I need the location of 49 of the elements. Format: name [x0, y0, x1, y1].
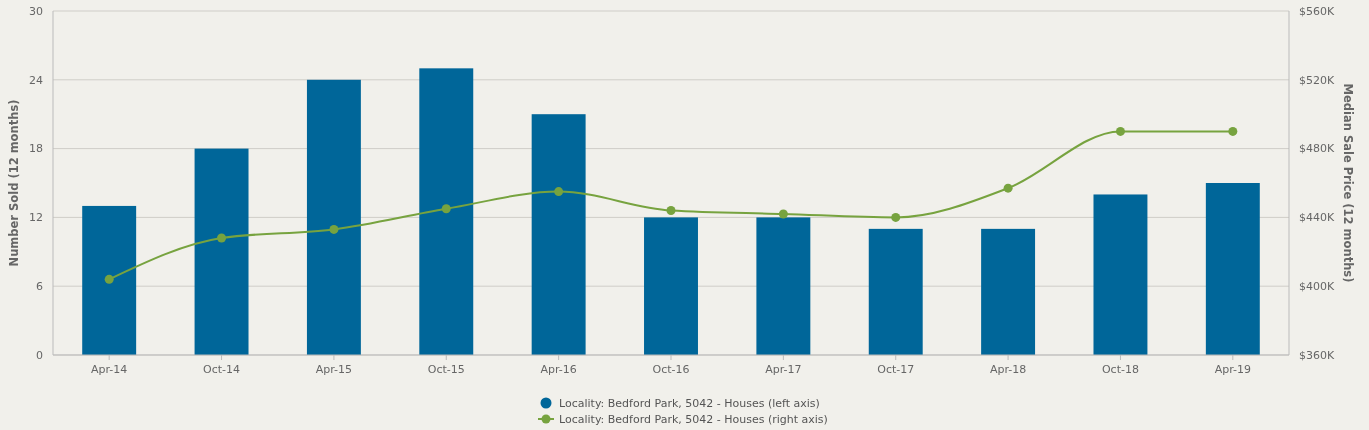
y2-tick-label: $520K: [1299, 73, 1335, 87]
x-tick-label: Apr-18: [989, 363, 1027, 376]
bar: [1205, 183, 1260, 355]
legend-label: Locality: Bedford Park, 5042 - Houses (left axis): [559, 396, 820, 410]
x-tick-label: Apr-15: [315, 363, 353, 376]
bar: [531, 114, 586, 355]
x-tick-label: Oct-18: [1101, 363, 1139, 376]
point: [441, 204, 451, 214]
y2-tick-label: $560K: [1299, 4, 1335, 18]
x-tick-label: Apr-19: [1214, 363, 1251, 376]
y-tick-label: 0: [36, 348, 43, 362]
bar: [868, 228, 923, 355]
bar: [756, 217, 811, 355]
point: [666, 206, 676, 216]
y2-tick-label: $440K: [1299, 211, 1335, 225]
y2-tick-label: $480K: [1299, 142, 1335, 156]
x-tick-label: Apr-14: [91, 363, 128, 376]
bar: [981, 228, 1036, 355]
y-tick-label: 6: [36, 280, 43, 294]
bar: [306, 79, 361, 355]
point: [778, 209, 788, 219]
x-tick-label: Oct-17: [877, 363, 915, 376]
bar: [1093, 194, 1148, 355]
bar: [644, 217, 698, 355]
x-tick-label: Oct-14: [203, 363, 241, 376]
y2-tick-label: $360K: [1299, 348, 1335, 362]
y2-axis-title: Median Sale Price (12 months): [1341, 83, 1355, 283]
y-tick-label: 30: [29, 4, 43, 18]
legend-label: Locality: Bedford Park, 5042 - Houses (right axis): [559, 412, 828, 426]
point: [104, 274, 114, 284]
point: [329, 224, 339, 234]
x-tick-label: Oct-16: [652, 363, 690, 376]
bar: [194, 148, 249, 355]
point: [1115, 126, 1125, 136]
bar: [82, 205, 137, 355]
point: [891, 212, 901, 222]
bar: [419, 68, 474, 355]
y2-tick-label: $400K: [1299, 280, 1335, 294]
y-tick-label: 12: [29, 211, 43, 225]
y-tick-label: 18: [29, 142, 43, 156]
point: [1003, 183, 1013, 193]
x-tick-label: Apr-17: [765, 363, 802, 376]
point: [554, 187, 564, 197]
point: [217, 233, 227, 243]
x-tick-label: Oct-15: [427, 363, 465, 376]
x-tick-label: Apr-16: [540, 363, 577, 376]
point: [1228, 126, 1238, 136]
y-axis-title: Number Sold (12 months): [7, 99, 21, 267]
y-tick-label: 24: [29, 73, 43, 87]
